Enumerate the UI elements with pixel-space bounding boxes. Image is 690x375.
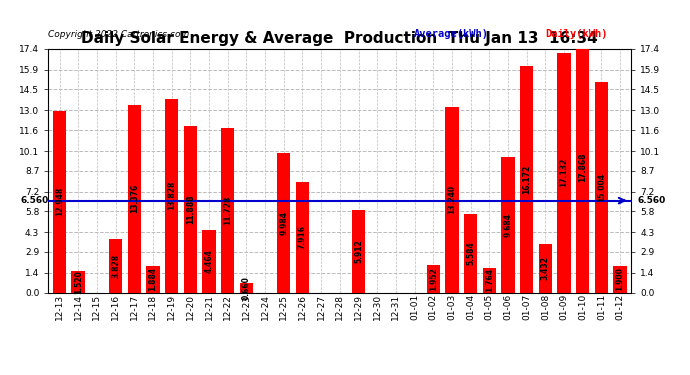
Text: 3.432: 3.432 xyxy=(541,256,550,280)
Bar xyxy=(239,283,253,292)
Text: 15.004: 15.004 xyxy=(597,173,606,202)
Bar xyxy=(426,265,440,292)
Bar xyxy=(72,271,85,292)
Bar xyxy=(109,239,122,292)
Text: 1.764: 1.764 xyxy=(485,268,494,292)
Text: 17.868: 17.868 xyxy=(578,153,587,182)
Text: 3.828: 3.828 xyxy=(111,254,120,278)
Text: 1.952: 1.952 xyxy=(428,267,437,291)
Bar xyxy=(165,99,178,292)
Text: 12.948: 12.948 xyxy=(55,187,64,216)
Text: 17.132: 17.132 xyxy=(560,158,569,187)
Text: 16.172: 16.172 xyxy=(522,165,531,194)
Bar xyxy=(184,126,197,292)
Text: 1.520: 1.520 xyxy=(74,270,83,294)
Bar xyxy=(128,105,141,292)
Bar xyxy=(558,53,571,292)
Bar xyxy=(296,182,309,292)
Bar xyxy=(146,266,159,292)
Bar xyxy=(464,214,477,292)
Text: 7.916: 7.916 xyxy=(298,225,307,249)
Text: 6.560: 6.560 xyxy=(637,196,665,205)
Bar xyxy=(445,107,459,292)
Text: 9.684: 9.684 xyxy=(504,213,513,237)
Bar xyxy=(520,66,533,292)
Bar xyxy=(53,111,66,292)
Bar xyxy=(501,157,515,292)
Bar xyxy=(595,82,608,292)
Bar xyxy=(576,42,589,292)
Title: Daily Solar Energy & Average  Production  Thu Jan 13  16:34: Daily Solar Energy & Average Production … xyxy=(81,31,598,46)
Bar xyxy=(613,266,627,292)
Bar xyxy=(221,128,235,292)
Text: 9.984: 9.984 xyxy=(279,211,288,235)
Text: 0.660: 0.660 xyxy=(242,276,251,300)
Text: 11.728: 11.728 xyxy=(223,196,233,225)
Bar xyxy=(352,210,365,292)
Text: 13.828: 13.828 xyxy=(167,181,176,210)
Text: 5.912: 5.912 xyxy=(354,239,363,263)
Text: 5.584: 5.584 xyxy=(466,242,475,265)
Bar xyxy=(539,244,552,292)
Text: 6.560: 6.560 xyxy=(20,196,48,205)
Text: 1.884: 1.884 xyxy=(148,267,157,291)
Bar xyxy=(202,230,216,292)
Text: 13.376: 13.376 xyxy=(130,184,139,213)
Text: 11.888: 11.888 xyxy=(186,195,195,224)
Text: 13.240: 13.240 xyxy=(447,185,457,214)
Bar xyxy=(482,268,496,292)
Text: Daily(kWh): Daily(kWh) xyxy=(545,29,608,39)
Text: 1.900: 1.900 xyxy=(615,267,624,291)
Text: Copyright 2022 Cartronics.com: Copyright 2022 Cartronics.com xyxy=(48,30,190,39)
Text: 4.464: 4.464 xyxy=(204,249,213,273)
Bar xyxy=(277,153,290,292)
Text: Average(kWh): Average(kWh) xyxy=(414,29,489,39)
